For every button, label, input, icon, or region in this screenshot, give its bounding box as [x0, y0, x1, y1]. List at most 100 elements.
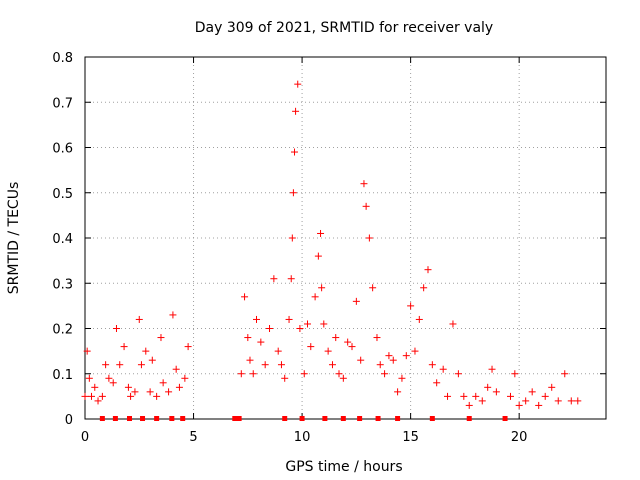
zero-marker — [395, 416, 401, 421]
data-point — [328, 361, 336, 369]
chart-title: Day 309 of 2021, SRMTID for receiver val… — [195, 20, 493, 36]
data-point — [102, 361, 110, 369]
zero-marker — [140, 416, 146, 421]
data-point — [320, 320, 328, 328]
zero-marker — [232, 416, 238, 421]
data-points — [81, 80, 582, 409]
data-point — [407, 302, 415, 310]
data-point — [288, 234, 296, 242]
data-point — [444, 392, 452, 400]
data-point — [135, 315, 143, 323]
data-point — [94, 397, 102, 405]
data-point — [420, 284, 428, 292]
grid — [85, 57, 606, 419]
x-axis-label: GPS time / hours — [285, 459, 402, 475]
zero-marker — [340, 416, 346, 421]
zero-markers — [99, 416, 508, 421]
data-point — [137, 361, 145, 369]
data-point — [83, 347, 91, 355]
data-point — [488, 365, 496, 373]
data-point — [365, 234, 373, 242]
data-point — [159, 379, 167, 387]
data-point — [317, 229, 325, 237]
data-point — [287, 275, 295, 283]
data-point — [142, 347, 150, 355]
zero-marker — [322, 416, 328, 421]
data-point — [290, 148, 298, 156]
data-point — [91, 383, 99, 391]
data-point — [554, 397, 562, 405]
data-point — [112, 325, 120, 332]
data-point — [88, 392, 96, 400]
data-point — [172, 365, 180, 373]
data-point — [274, 347, 282, 355]
data-point — [169, 311, 177, 319]
data-point — [184, 343, 192, 351]
data-point — [567, 397, 575, 405]
data-point — [548, 383, 556, 391]
data-point — [522, 397, 530, 405]
y-tick-label: 0.3 — [52, 277, 73, 292]
data-point — [348, 343, 356, 351]
data-point — [428, 361, 436, 369]
y-tick-label: 0.5 — [52, 187, 73, 202]
data-point — [339, 374, 347, 382]
data-point — [398, 374, 406, 382]
zero-marker — [429, 416, 435, 421]
data-point — [175, 383, 183, 391]
data-point — [105, 374, 113, 382]
data-point — [376, 361, 384, 369]
data-point — [109, 379, 117, 387]
y-tick-label: 0 — [65, 413, 73, 428]
data-point — [344, 338, 352, 346]
data-point — [252, 315, 260, 323]
x-tick-label: 0 — [81, 430, 89, 445]
data-point — [116, 361, 124, 369]
data-point — [411, 347, 419, 355]
data-point — [270, 275, 278, 283]
data-point — [541, 392, 549, 400]
data-point — [292, 107, 300, 115]
data-point — [318, 284, 326, 292]
data-point — [241, 293, 249, 301]
zero-marker — [154, 416, 160, 421]
data-point — [465, 401, 473, 409]
data-point — [246, 356, 254, 364]
data-point — [304, 320, 312, 328]
data-point — [181, 374, 189, 382]
data-point — [85, 374, 93, 382]
x-tick-label: 10 — [294, 430, 311, 445]
data-point — [244, 334, 252, 342]
data-point — [307, 343, 315, 351]
data-point — [415, 315, 423, 323]
data-point — [402, 352, 410, 360]
data-point — [157, 334, 165, 342]
zero-marker — [112, 416, 118, 421]
data-point — [511, 370, 519, 378]
y-tick-label: 0.1 — [52, 368, 73, 383]
data-point — [335, 370, 343, 378]
data-point — [277, 361, 285, 369]
data-point — [294, 80, 302, 88]
y-tick-label: 0.2 — [52, 323, 73, 338]
data-point — [289, 189, 297, 197]
data-point — [373, 334, 381, 342]
data-point — [439, 365, 447, 373]
data-point — [369, 284, 377, 292]
data-point — [394, 388, 402, 396]
data-point — [266, 325, 274, 332]
x-tick-label: 5 — [189, 430, 197, 445]
data-point — [131, 388, 139, 396]
data-point — [561, 370, 569, 378]
data-point — [357, 356, 365, 364]
data-point — [433, 379, 441, 387]
y-tick-label: 0.7 — [52, 96, 73, 111]
x-tick-label: 20 — [511, 430, 528, 445]
data-point — [535, 401, 543, 409]
data-point — [484, 383, 492, 391]
data-point — [257, 338, 265, 346]
data-point — [127, 392, 135, 400]
data-point — [449, 320, 457, 328]
data-point — [146, 388, 154, 396]
